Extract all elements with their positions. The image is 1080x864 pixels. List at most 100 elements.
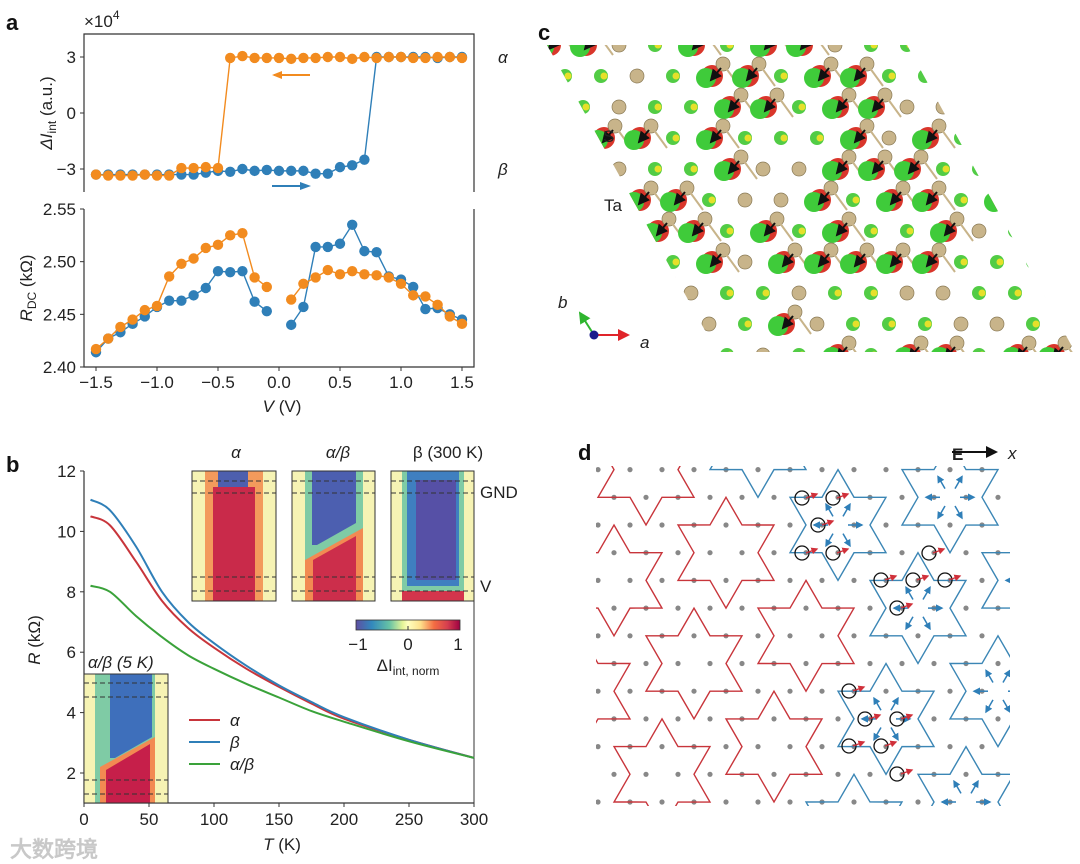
data-point bbox=[395, 278, 407, 289]
lattice-site bbox=[675, 439, 680, 444]
s-atom bbox=[881, 130, 897, 146]
charge-yellow bbox=[654, 103, 662, 111]
domain-wall-site-marker bbox=[825, 545, 841, 561]
charge-yellow bbox=[1032, 320, 1040, 328]
charge-yellow bbox=[798, 227, 806, 235]
s-atom bbox=[553, 211, 569, 227]
series-line-α bbox=[90, 515, 475, 759]
charge-green bbox=[1062, 7, 1076, 21]
displacement-arrow bbox=[805, 492, 819, 500]
s-atom bbox=[791, 161, 807, 177]
colorbar-tick: 1 bbox=[453, 635, 462, 654]
atom-label-s: S bbox=[603, 127, 614, 146]
bond bbox=[1010, 187, 1028, 211]
y-tick-label: 2.40 bbox=[43, 358, 76, 377]
s-atom bbox=[629, 68, 645, 84]
s-atom bbox=[547, 161, 555, 177]
displacement-arrow bbox=[873, 696, 882, 711]
displacement-arrow bbox=[985, 699, 994, 714]
lattice-site bbox=[739, 605, 745, 611]
ta-charge-red bbox=[593, 3, 615, 25]
charge-green bbox=[972, 162, 986, 176]
ta-charge-red bbox=[773, 375, 795, 397]
domain-wall-site-marker bbox=[905, 572, 921, 588]
charge-green bbox=[594, 317, 608, 331]
charge-green bbox=[1026, 7, 1040, 21]
ta-charge-green bbox=[552, 192, 572, 212]
charge-yellow bbox=[690, 165, 698, 173]
ta-charge-red bbox=[701, 375, 723, 397]
charge-yellow bbox=[978, 351, 986, 352]
lattice-site bbox=[915, 633, 921, 639]
charge-yellow bbox=[762, 289, 770, 297]
s-atom bbox=[899, 99, 915, 115]
charge-yellow bbox=[1014, 165, 1022, 173]
charge-yellow bbox=[600, 72, 608, 80]
data-point bbox=[420, 52, 431, 64]
displacement-arrow bbox=[859, 838, 866, 850]
bond bbox=[776, 218, 794, 242]
lattice-site bbox=[1011, 744, 1016, 749]
lattice-site bbox=[771, 494, 777, 500]
displacement-arrow bbox=[835, 160, 849, 175]
charge-green bbox=[954, 69, 968, 83]
lattice-site bbox=[819, 688, 825, 694]
lattice-site bbox=[627, 522, 633, 528]
data-point bbox=[237, 265, 248, 277]
x-tick-label: −1.0 bbox=[140, 373, 174, 392]
displacement-arrow bbox=[884, 740, 898, 748]
bond bbox=[704, 45, 722, 56]
data-point bbox=[176, 258, 187, 269]
charge-green bbox=[594, 255, 608, 269]
charge-yellow bbox=[547, 103, 554, 111]
data-point bbox=[310, 241, 321, 253]
data-point bbox=[298, 165, 309, 177]
s-atom bbox=[990, 379, 1004, 393]
y-tick-label: 8 bbox=[67, 583, 76, 602]
charge-green bbox=[954, 131, 968, 145]
lattice-site bbox=[611, 439, 616, 444]
charge-yellow bbox=[618, 289, 626, 297]
domain-wall-site-marker bbox=[857, 711, 873, 727]
bond bbox=[650, 249, 668, 273]
s-atom bbox=[611, 161, 627, 177]
displacement-arrow bbox=[1069, 129, 1075, 144]
charge-yellow bbox=[960, 72, 968, 80]
data-point bbox=[90, 343, 102, 355]
data-point bbox=[334, 238, 346, 249]
s-atom bbox=[788, 367, 802, 381]
displacement-arrow bbox=[637, 253, 651, 268]
data-point bbox=[310, 52, 321, 64]
ta-charge-green bbox=[696, 6, 716, 26]
inset-title-alpha-beta: α/β bbox=[326, 443, 350, 462]
lattice-site bbox=[643, 771, 649, 777]
data-point bbox=[359, 245, 370, 257]
ta-charge-green bbox=[570, 45, 590, 57]
charge-green bbox=[1044, 224, 1058, 238]
ta-charge-red bbox=[935, 45, 957, 56]
charge-yellow bbox=[889, 11, 896, 18]
displacement-arrow bbox=[873, 727, 882, 741]
charge-yellow bbox=[870, 45, 878, 49]
s-atom bbox=[806, 26, 820, 40]
data-point bbox=[225, 267, 236, 278]
s-atom bbox=[827, 45, 843, 53]
lattice-site bbox=[851, 577, 857, 584]
s-atom bbox=[571, 180, 587, 196]
s-atom bbox=[971, 223, 987, 239]
lattice-site bbox=[707, 550, 713, 556]
lattice-site bbox=[899, 550, 905, 556]
y-tick-label: 2.45 bbox=[43, 305, 76, 324]
charge-green bbox=[954, 379, 968, 393]
charge-green bbox=[1062, 69, 1075, 83]
ta-charge-green bbox=[822, 347, 842, 352]
charge-green bbox=[1062, 317, 1075, 331]
charge-green bbox=[576, 162, 590, 176]
displacement-arrow bbox=[745, 67, 759, 82]
star-of-david bbox=[596, 523, 664, 638]
data-point bbox=[188, 162, 199, 174]
s-atom bbox=[643, 242, 659, 258]
charge-yellow bbox=[906, 45, 914, 49]
ta-charge-green bbox=[516, 68, 536, 88]
displacement-arrow bbox=[922, 616, 931, 631]
